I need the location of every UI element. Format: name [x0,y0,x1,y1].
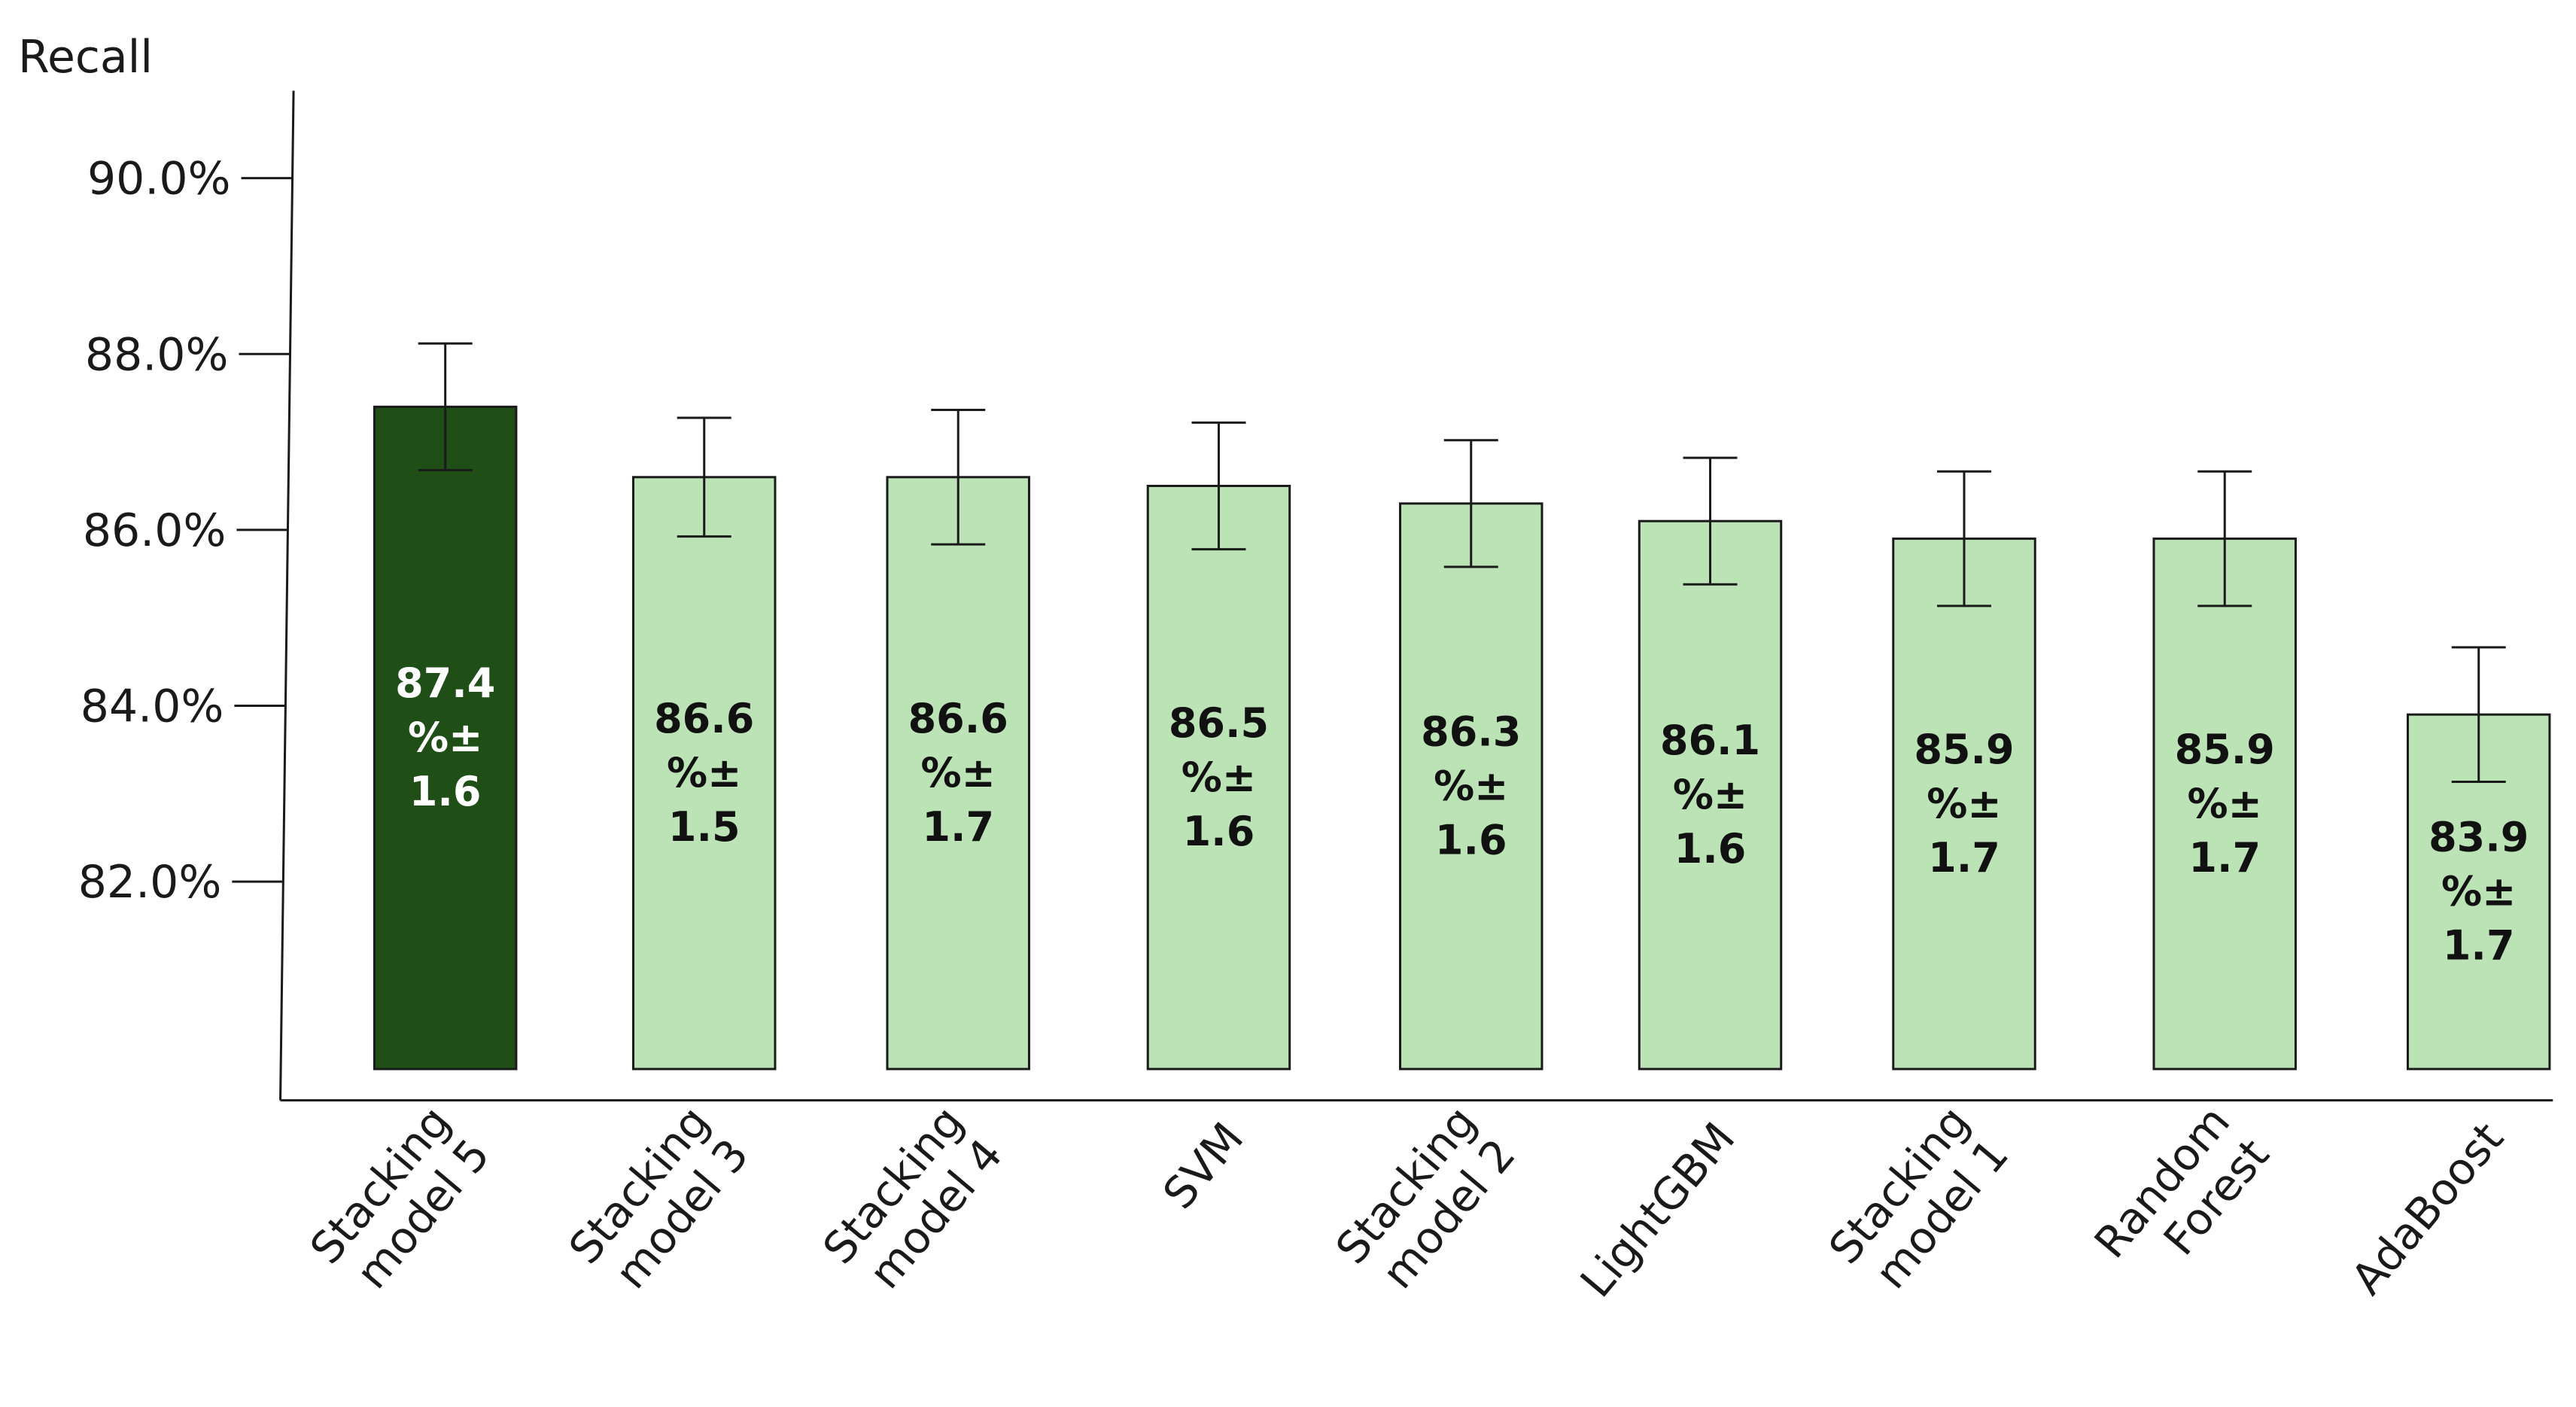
bar [1638,519,1783,1070]
data-label-line: 87.4 [395,659,495,707]
axes [279,90,2553,1102]
category-label-text: Stackingmodel 1 [1819,1096,2018,1306]
data-label-line: 1.6 [409,768,482,815]
data-label-line: 1.7 [922,803,994,851]
y-tick-label: 82.0% [78,856,222,909]
bar [632,476,777,1070]
data-label-line: 83.9 [2428,814,2529,861]
category-label-text: AdaBoost [2341,1113,2514,1304]
category-labels: Stackingmodel 5 Stackingmodel 3 Stackingmo… [300,1096,2514,1307]
data-label: 86.1 %± 1.6 [1660,717,1760,873]
data-label-line: 1.7 [2188,834,2261,882]
data-label: 83.9 %± 1.7 [2428,814,2529,970]
data-label-line: 1.5 [668,803,741,851]
y-tick-label: 84.0% [81,680,224,732]
category-label-text: Stackingmodel 5 [300,1096,500,1306]
category-label-text: Stackingmodel 4 [813,1096,1012,1306]
bar [1399,502,1543,1070]
category-label-text: LightGBM [1571,1113,1745,1307]
data-label-line: %± [2188,780,2262,827]
category-label: RandomForest [2085,1096,2279,1300]
bars [373,405,2551,1070]
data-label: 85.9 %± 1.7 [2175,726,2275,882]
data-label: 86.6 %± 1.5 [654,695,754,851]
y-ticks: 90.0% 88.0% 86.0% 84.0% 82.0% [78,153,293,909]
data-label-line: %± [1434,762,1508,809]
category-label: AdaBoost [2341,1113,2514,1304]
category-label-text: Stackingmodel 3 [559,1096,759,1306]
category-label: Stackingmodel 3 [559,1096,759,1306]
data-label-line: %± [1673,771,1747,818]
bar [2152,538,2297,1070]
data-label: 86.5 %± 1.6 [1169,699,1269,855]
data-label-line: 86.5 [1169,699,1269,747]
category-label: Stackingmodel 4 [813,1096,1012,1306]
category-label: SVM [1153,1113,1253,1219]
category-label: Stackingmodel 1 [1819,1096,2018,1306]
data-label-line: 86.6 [908,695,1008,742]
category-label-text: SVM [1153,1113,1253,1219]
y-axis-line [279,90,295,1101]
category-label-line: AdaBoost [2341,1113,2514,1304]
category-label: LightGBM [1571,1113,1745,1307]
data-label-line: 1.7 [1928,834,2000,882]
data-label-line: %± [2441,868,2516,915]
bar [1892,538,2036,1070]
category-label-line: LightGBM [1571,1113,1745,1307]
data-label-line: %± [921,749,996,796]
data-label-line: %± [1182,754,1256,801]
data-label-line: %± [408,714,482,761]
bar [886,476,1030,1070]
data-label-line: 86.3 [1421,708,1521,755]
error-bars [418,342,2506,784]
data-label-line: %± [667,749,741,796]
y-tick-label: 86.0% [83,504,227,557]
data-label: 86.3 %± 1.6 [1421,708,1521,863]
data-label-line: 86.6 [654,695,754,742]
category-label: Stackingmodel 5 [300,1096,500,1306]
data-label-line: %± [1927,780,2001,827]
data-label-line: 85.9 [1914,726,2014,773]
data-label-line: 1.7 [2443,922,2515,970]
data-label-line: 85.9 [2175,726,2275,773]
data-label: 85.9 %± 1.7 [1914,726,2014,882]
y-tick-label: 90.0% [87,153,231,206]
category-label-line: SVM [1153,1113,1253,1219]
data-label: 87.4 %± 1.6 [395,659,495,815]
data-label: 86.6 %± 1.7 [908,695,1008,851]
category-label: Stackingmodel 2 [1326,1096,1525,1306]
data-label-line: 1.6 [1435,816,1507,863]
category-label-text: Stackingmodel 2 [1326,1096,1525,1306]
data-label-line: 1.6 [1674,825,1747,873]
bar [1146,484,1291,1070]
data-label-line: 86.1 [1660,717,1760,764]
y-axis-label: Recall [18,31,153,84]
data-labels: 87.4 %± 1.686.6 %± 1.586.6 %± 1.786.5 %± 1.686.3… [395,659,2529,969]
y-tick-label: 88.0% [85,328,229,381]
bar [373,405,518,1070]
category-label-text: RandomForest [2085,1096,2279,1300]
data-label-line: 1.6 [1183,808,1255,855]
